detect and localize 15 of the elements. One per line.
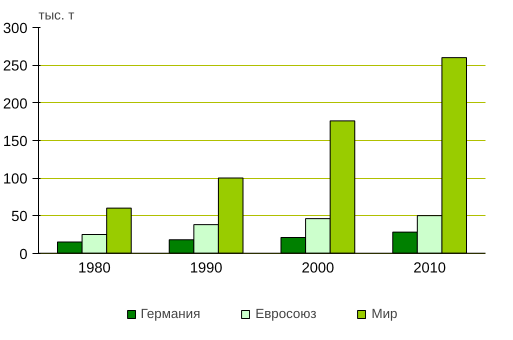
x-tick-label: 2010 xyxy=(413,260,446,276)
y-tick-label: 0 xyxy=(19,246,28,263)
legend-label: Мир xyxy=(371,306,398,321)
legend-label: Евросоюз xyxy=(255,306,316,321)
y-tick-label: 300 xyxy=(3,21,28,37)
y-tick-label: 150 xyxy=(3,134,28,150)
legend-label: Германия xyxy=(140,306,200,321)
y-tick-label: 50 xyxy=(11,209,28,226)
y-axis-title: тыс. т xyxy=(38,8,74,22)
x-tick-label: 1980 xyxy=(78,260,111,276)
y-tick-label: 100 xyxy=(3,172,28,188)
y-tick-label: 200 xyxy=(3,96,28,112)
y-tick-label: 250 xyxy=(3,58,28,75)
x-tick-label: 2000 xyxy=(302,260,334,276)
x-tick-label: 1990 xyxy=(190,260,222,276)
